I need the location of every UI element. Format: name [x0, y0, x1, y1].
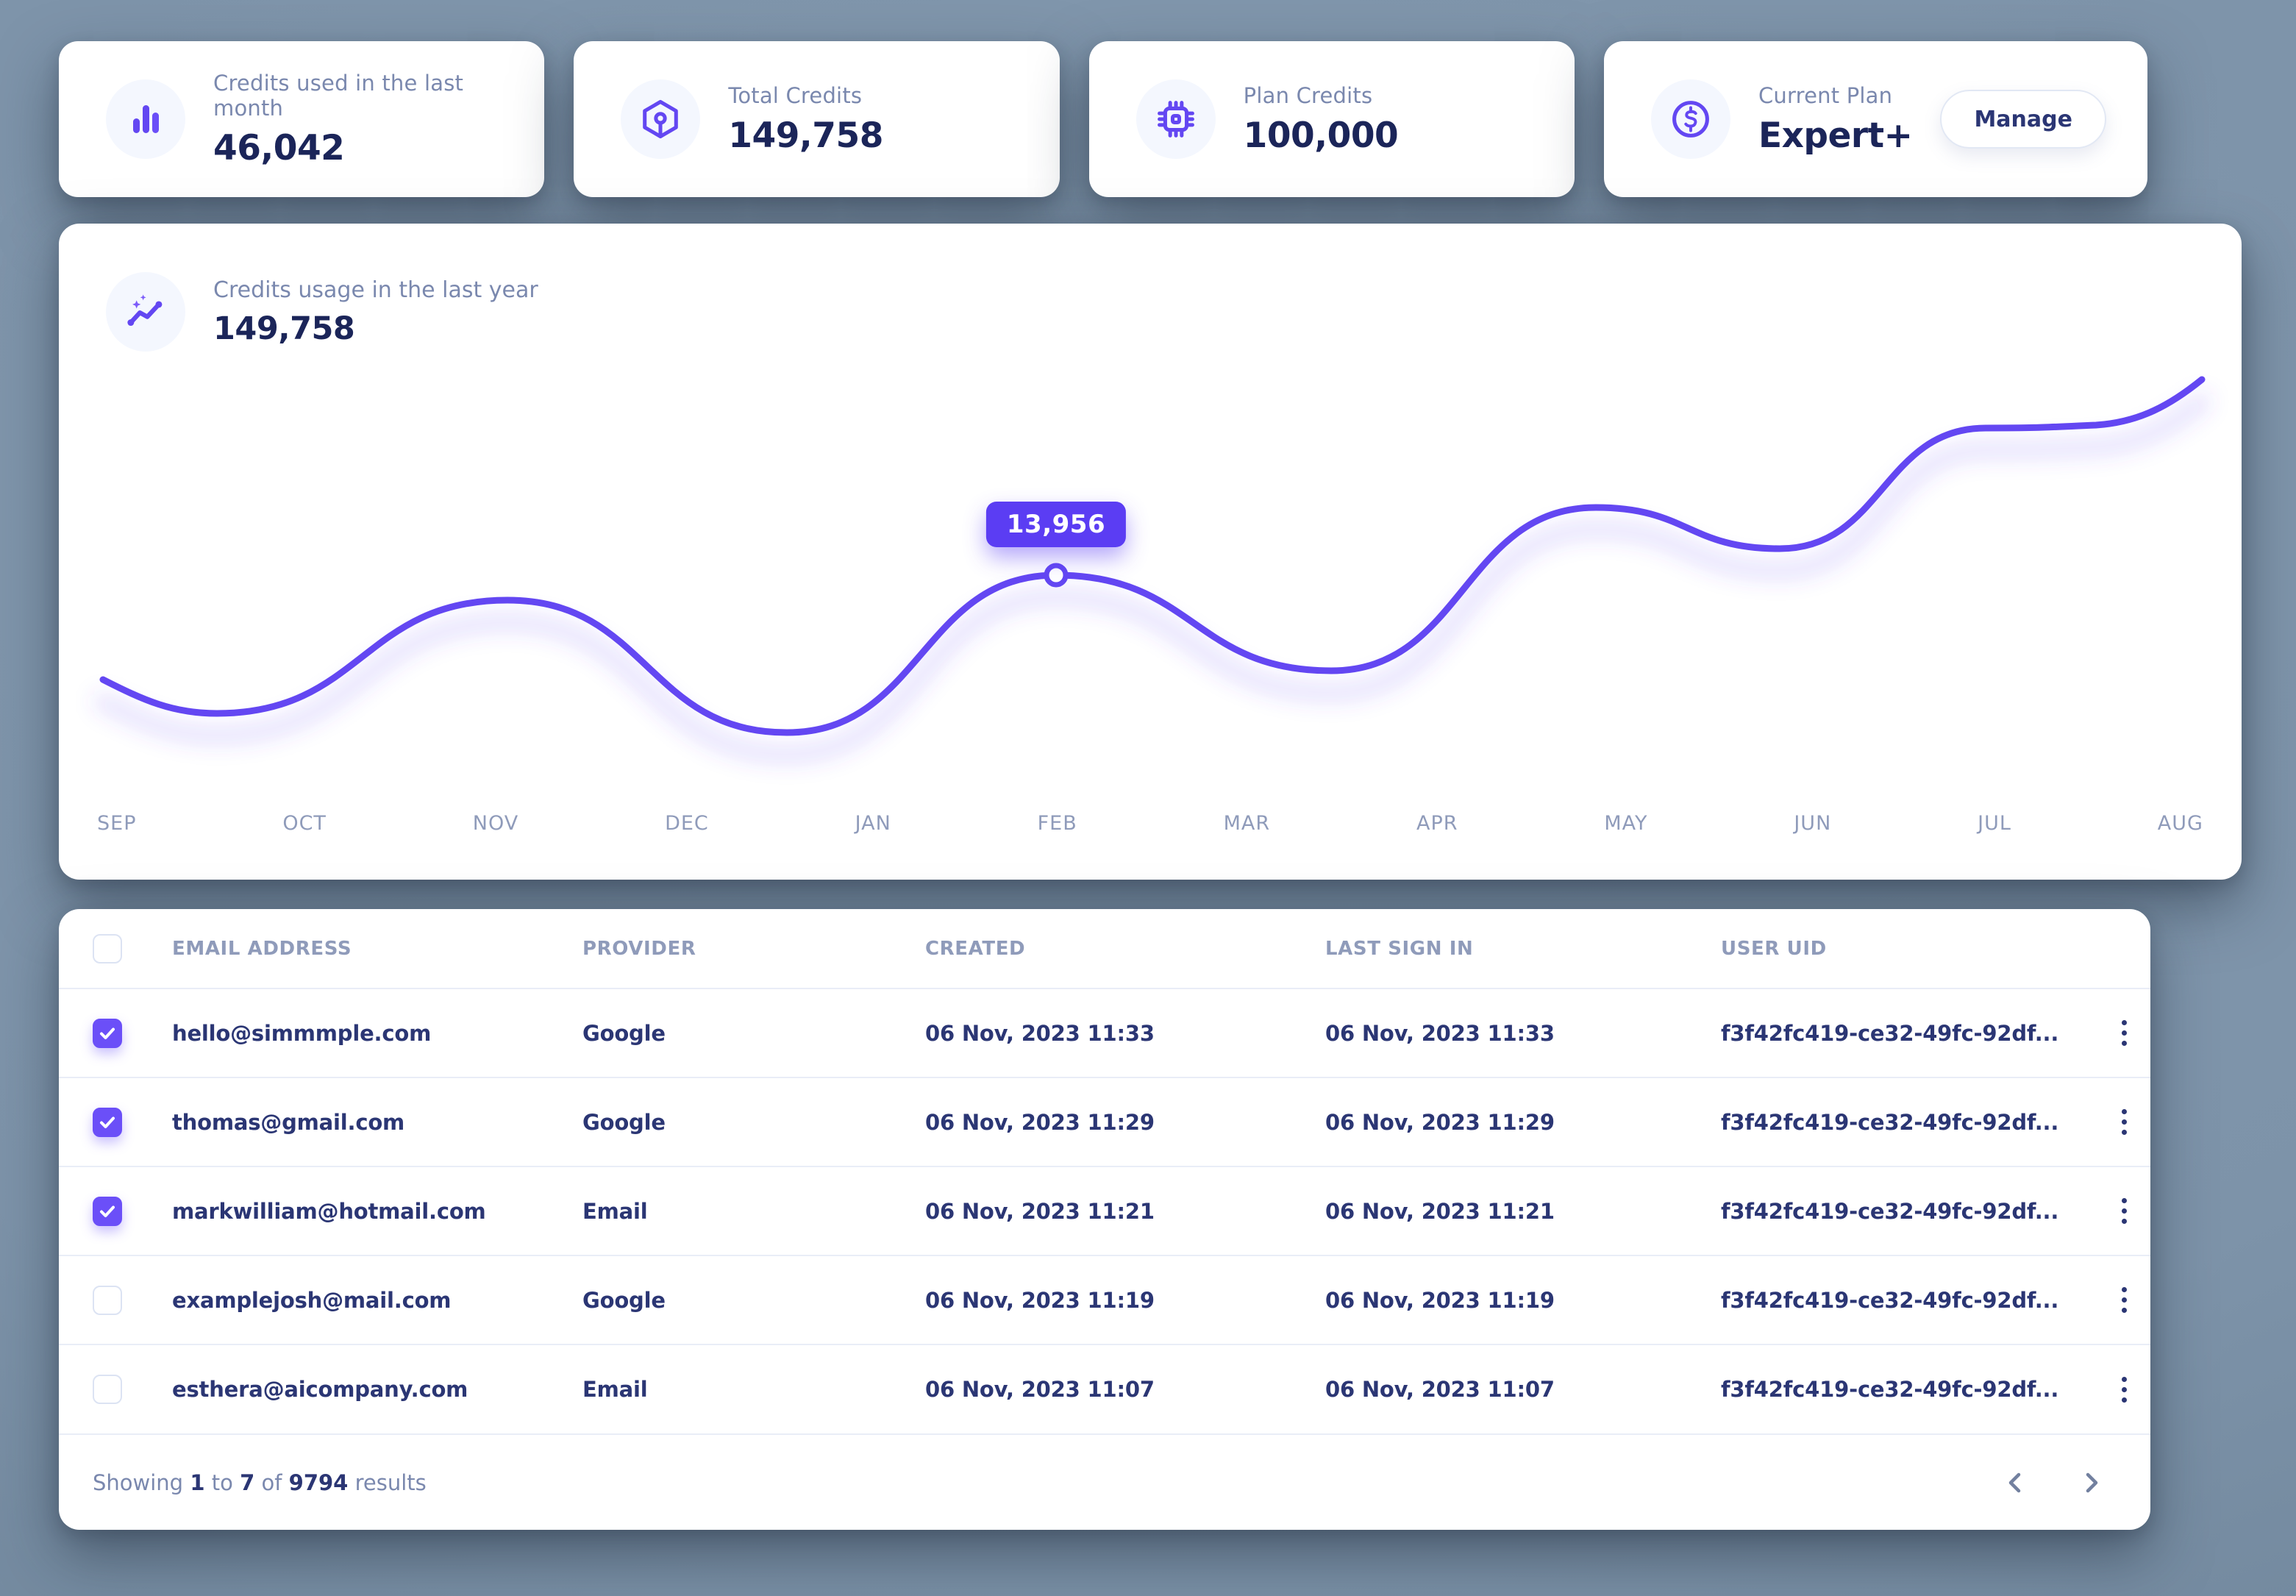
column-header-email: EMAIL ADDRESS — [172, 937, 352, 960]
users-table-card: EMAIL ADDRESS PROVIDER CREATED LAST SIGN… — [59, 909, 2150, 1530]
x-tick: AUG — [2157, 812, 2203, 835]
cell-last-sign-in: 06 Nov, 2023 11:29 — [1325, 1077, 1721, 1166]
table-row: examplejosh@mail.com Google 06 Nov, 2023… — [59, 1255, 2150, 1344]
users-table: EMAIL ADDRESS PROVIDER CREATED LAST SIGN… — [59, 909, 2150, 1433]
dollar-icon — [1650, 79, 1730, 159]
cell-last-sign-in: 06 Nov, 2023 11:07 — [1325, 1344, 1721, 1433]
x-tick: SEP — [97, 812, 137, 835]
highlighted-point-marker — [1044, 563, 1069, 588]
stat-card-current-plan: Current Plan Expert+ Manage — [1603, 41, 2147, 197]
table-row: markwilliam@hotmail.com Email 06 Nov, 20… — [59, 1166, 2150, 1255]
x-tick: APR — [1416, 812, 1458, 835]
chart-title: Credits usage in the last year — [213, 277, 538, 303]
row-menu-kebab-icon[interactable] — [2097, 1369, 2150, 1410]
column-header-provider: PROVIDER — [582, 937, 696, 960]
chart-tooltip: 13,956 — [985, 502, 1127, 547]
column-header-last-sign-in: LAST SIGN IN — [1325, 937, 1474, 960]
stat-value: 46,042 — [213, 127, 345, 168]
stat-card-credits-used: Credits used in the last month 46,042 — [59, 41, 545, 197]
stat-value: 149,758 — [728, 115, 883, 156]
chevron-right-icon[interactable] — [2074, 1465, 2109, 1500]
row-checkbox[interactable] — [93, 1285, 122, 1315]
cell-provider: Google — [582, 1255, 925, 1344]
row-menu-kebab-icon[interactable] — [2097, 1280, 2150, 1320]
cell-last-sign-in: 06 Nov, 2023 11:21 — [1325, 1166, 1721, 1255]
trend-line-icon — [106, 272, 185, 352]
table-row: esthera@aicompany.com Email 06 Nov, 2023… — [59, 1344, 2150, 1433]
x-tick: NOV — [472, 812, 519, 835]
manage-plan-button[interactable]: Manage — [1940, 90, 2106, 149]
row-checkbox[interactable] — [93, 1018, 122, 1048]
stat-label: Current Plan — [1758, 82, 1893, 108]
cell-created: 06 Nov, 2023 11:29 — [925, 1077, 1325, 1166]
chevron-left-icon[interactable] — [1997, 1465, 2033, 1500]
cell-user-uid: f3f42fc419-ce32-49fc-92df... — [1721, 1166, 2097, 1255]
table-row: thomas@gmail.com Google 06 Nov, 2023 11:… — [59, 1077, 2150, 1166]
table-header-row: EMAIL ADDRESS PROVIDER CREATED LAST SIGN… — [59, 909, 2150, 988]
x-tick: OCT — [282, 812, 327, 835]
cell-last-sign-in: 06 Nov, 2023 11:19 — [1325, 1255, 1721, 1344]
chip-icon — [1135, 79, 1216, 159]
stat-label: Credits used in the last month — [213, 70, 464, 121]
x-tick: JUL — [1978, 812, 2011, 835]
row-checkbox[interactable] — [93, 1196, 122, 1226]
stat-card-total-credits: Total Credits 149,758 — [574, 41, 1060, 197]
stat-card-plan-credits: Plan Credits 100,000 — [1088, 41, 1575, 197]
select-all-checkbox[interactable] — [93, 933, 122, 963]
stat-cards-row: Credits used in the last month 46,042 To… — [59, 41, 2147, 197]
x-tick: DEC — [665, 812, 709, 835]
table-footer: Showing 1 to 7 of 9794 results — [59, 1433, 2150, 1530]
cell-email: thomas@gmail.com — [172, 1077, 582, 1166]
cell-created: 06 Nov, 2023 11:33 — [925, 988, 1325, 1077]
cell-email: hello@simmmple.com — [172, 988, 582, 1077]
cell-email: markwilliam@hotmail.com — [172, 1166, 582, 1255]
row-checkbox[interactable] — [93, 1107, 122, 1137]
stat-value: Expert+ — [1758, 115, 1913, 156]
results-summary: Showing 1 to 7 of 9794 results — [93, 1469, 427, 1495]
cell-created: 06 Nov, 2023 11:19 — [925, 1255, 1325, 1344]
credits-line-path — [99, 376, 2206, 736]
stat-label: Total Credits — [728, 82, 863, 108]
row-menu-kebab-icon[interactable] — [2097, 1191, 2150, 1231]
cell-user-uid: f3f42fc419-ce32-49fc-92df... — [1721, 1255, 2097, 1344]
cell-user-uid: f3f42fc419-ce32-49fc-92df... — [1721, 1344, 2097, 1433]
x-tick: JAN — [855, 812, 891, 835]
x-tick: FEB — [1037, 812, 1077, 835]
cube-icon — [621, 79, 701, 159]
cell-created: 06 Nov, 2023 11:07 — [925, 1344, 1325, 1433]
x-axis-labels: SEP OCT NOV DEC JAN FEB MAR APR MAY JUN … — [59, 812, 2242, 835]
cell-email: examplejosh@mail.com — [172, 1255, 582, 1344]
cell-last-sign-in: 06 Nov, 2023 11:33 — [1325, 988, 1721, 1077]
cell-user-uid: f3f42fc419-ce32-49fc-92df... — [1721, 988, 2097, 1077]
x-tick: MAR — [1223, 812, 1271, 835]
x-tick: JUN — [1794, 812, 1832, 835]
table-row: hello@simmmple.com Google 06 Nov, 2023 1… — [59, 988, 2150, 1077]
column-header-created: CREATED — [925, 937, 1026, 960]
stat-label: Plan Credits — [1243, 82, 1373, 108]
stat-value: 100,000 — [1243, 115, 1399, 156]
cell-provider: Email — [582, 1344, 925, 1433]
cell-provider: Google — [582, 988, 925, 1077]
cell-provider: Google — [582, 1077, 925, 1166]
cell-provider: Email — [582, 1166, 925, 1255]
x-tick: MAY — [1604, 812, 1648, 835]
column-header-user-uid: USER UID — [1721, 937, 1827, 960]
cell-email: esthera@aicompany.com — [172, 1344, 582, 1433]
row-menu-kebab-icon[interactable] — [2097, 1013, 2150, 1053]
credits-usage-chart-card: Credits usage in the last year 149,758 1… — [59, 224, 2242, 880]
cell-created: 06 Nov, 2023 11:21 — [925, 1166, 1325, 1255]
row-checkbox[interactable] — [93, 1375, 122, 1404]
bar-chart-icon — [106, 79, 185, 159]
cell-user-uid: f3f42fc419-ce32-49fc-92df... — [1721, 1077, 2097, 1166]
row-menu-kebab-icon[interactable] — [2097, 1102, 2150, 1142]
chart-total-value: 149,758 — [213, 310, 355, 347]
